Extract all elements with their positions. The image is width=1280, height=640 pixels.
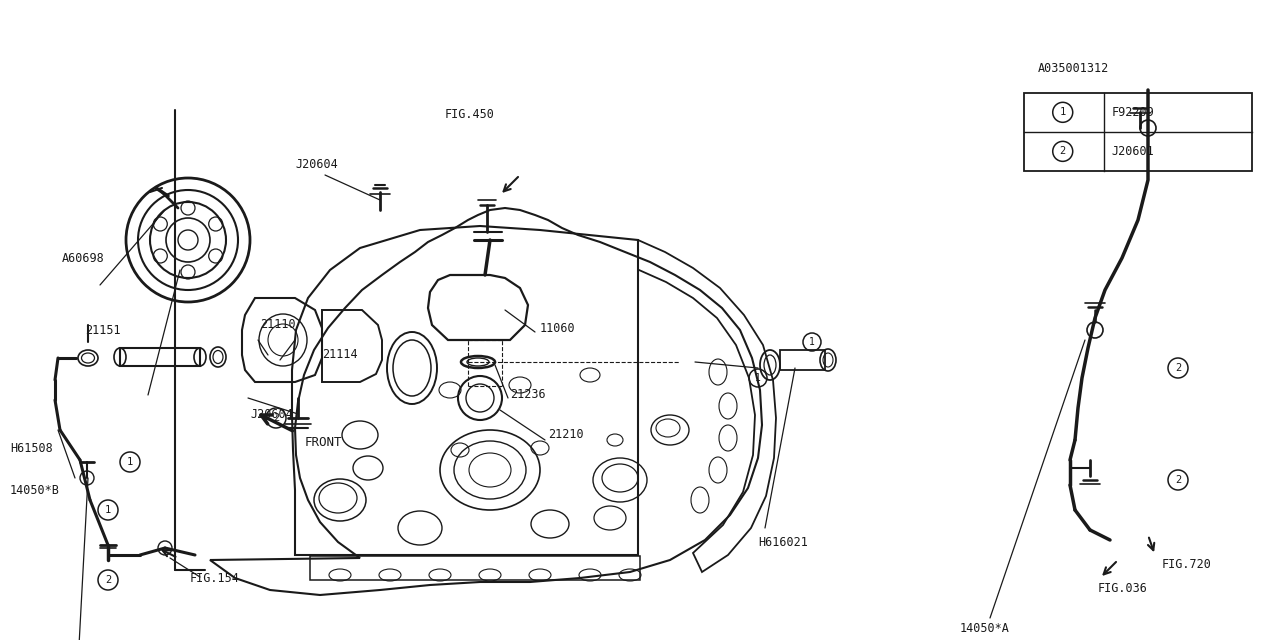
Text: FIG.450: FIG.450 [445, 109, 495, 122]
Text: 14050*A: 14050*A [960, 621, 1010, 634]
Text: FRONT: FRONT [305, 435, 343, 449]
Text: J20601: J20601 [1112, 145, 1155, 158]
Text: H616021: H616021 [758, 536, 808, 548]
Bar [1024, 93, 1252, 171]
Text: J20604: J20604 [250, 408, 293, 422]
Bar [780, 350, 826, 370]
Text: 2: 2 [1060, 147, 1066, 156]
Text: 14050*B: 14050*B [10, 483, 60, 497]
Text: F92209: F92209 [1112, 106, 1155, 119]
Text: H61508: H61508 [10, 442, 52, 454]
Text: 2: 2 [1175, 363, 1181, 373]
Text: FIG.720: FIG.720 [1162, 559, 1212, 572]
Text: J20604: J20604 [294, 159, 338, 172]
Text: 21236: 21236 [509, 388, 545, 401]
Text: A60698: A60698 [61, 252, 105, 264]
Bar [120, 348, 200, 366]
Text: 21210: 21210 [548, 429, 584, 442]
Text: 21110: 21110 [260, 319, 296, 332]
Text: 1: 1 [755, 373, 760, 383]
Text: 21151: 21151 [84, 323, 120, 337]
Text: 1: 1 [127, 457, 133, 467]
Text: 21114: 21114 [323, 349, 357, 362]
Text: 2: 2 [273, 413, 279, 423]
Text: 2: 2 [105, 575, 111, 585]
Text: FIG.036: FIG.036 [1098, 582, 1148, 595]
Text: 1: 1 [809, 337, 815, 347]
Text: 1: 1 [105, 505, 111, 515]
Text: A035001312: A035001312 [1038, 61, 1110, 74]
Text: FIG.154: FIG.154 [189, 572, 239, 584]
Text: 11060: 11060 [540, 321, 576, 335]
Text: 2: 2 [1175, 475, 1181, 485]
Text: 1: 1 [1060, 108, 1066, 117]
